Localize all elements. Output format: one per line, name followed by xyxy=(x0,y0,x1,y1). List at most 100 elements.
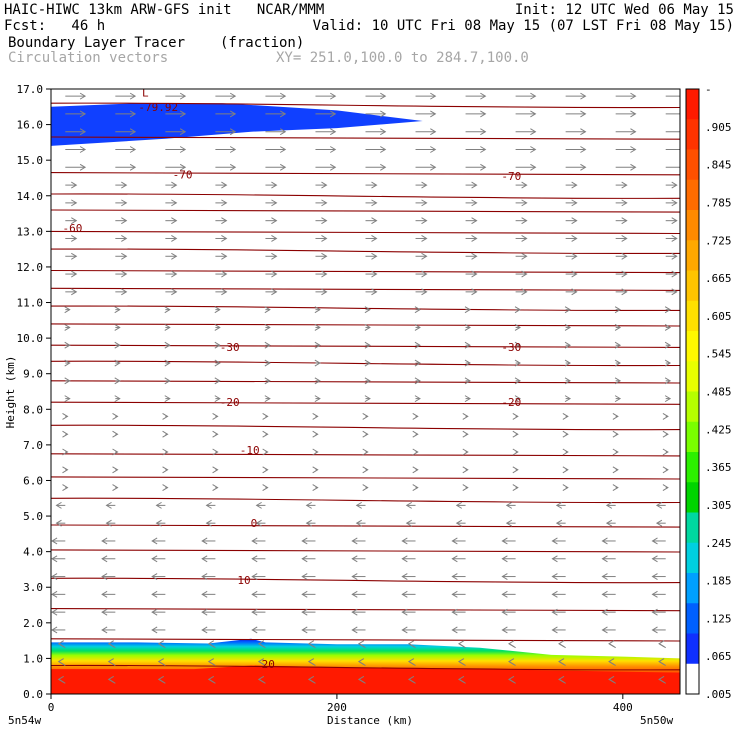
circulation-vector xyxy=(164,395,171,403)
circulation-vector xyxy=(615,181,628,189)
circulation-vector xyxy=(215,199,228,207)
circulation-vector xyxy=(64,324,71,331)
circulation-vector xyxy=(615,288,628,296)
circulation-vector xyxy=(562,466,569,474)
circulation-vector xyxy=(401,537,416,545)
circulation-vector xyxy=(555,519,566,527)
circulation-vector xyxy=(214,359,221,367)
colorbar-label: .005 xyxy=(705,688,732,701)
circulation-vector xyxy=(551,626,566,634)
circulation-vector xyxy=(508,675,516,684)
circulation-vector xyxy=(451,608,466,616)
circulation-vector xyxy=(315,110,337,118)
circulation-vector xyxy=(301,537,316,545)
circulation-vector xyxy=(212,466,219,474)
circulation-vector xyxy=(614,306,622,314)
circulation-vector xyxy=(165,92,187,100)
circulation-vector xyxy=(465,235,478,242)
circulation-vector xyxy=(157,675,166,684)
circulation-vector xyxy=(251,555,266,563)
circulation-vector xyxy=(301,608,316,616)
circulation-vector xyxy=(65,110,87,118)
circulation-vector xyxy=(364,324,371,331)
isotherm-contour xyxy=(51,638,680,642)
circulation-vector xyxy=(651,537,666,545)
circulation-vector xyxy=(114,359,121,367)
circulation-vector xyxy=(64,395,71,403)
circulation-vector xyxy=(62,430,69,438)
circulation-vector xyxy=(115,110,137,118)
circulation-vector xyxy=(307,658,316,666)
circulation-vector xyxy=(315,128,337,136)
circulation-vector xyxy=(612,466,619,474)
circulation-vector xyxy=(115,217,128,225)
circulation-vector xyxy=(115,146,137,153)
y-tick-label: 16.0 xyxy=(17,119,44,132)
circulation-vector xyxy=(64,341,71,349)
cross-section-xy-label: XY= 251.0,100.0 to 284.7,100.0 xyxy=(276,50,529,66)
circulation-vector xyxy=(165,288,178,296)
boundary-layer-core-region xyxy=(51,665,680,694)
circulation-vector xyxy=(215,110,237,118)
circulation-vector xyxy=(465,110,487,118)
circulation-vector xyxy=(62,412,69,420)
x-left-location-label: 5n54w xyxy=(8,714,41,727)
circulation-vector xyxy=(255,501,266,509)
circulation-vector xyxy=(55,519,66,527)
contour-label: -20 xyxy=(501,396,521,409)
circulation-vector xyxy=(201,590,216,598)
circulation-vector xyxy=(501,608,516,616)
colorbar-swatch xyxy=(686,89,699,120)
circulation-vector xyxy=(65,288,78,296)
circulation-vector xyxy=(451,626,466,634)
circulation-vector xyxy=(205,519,216,527)
circulation-vector xyxy=(601,555,616,563)
circulation-vector xyxy=(364,306,371,314)
circulation-vector xyxy=(165,163,187,171)
init-time-label: Init: 12 UTC Wed 06 May 15 xyxy=(514,2,734,18)
circulation-vector xyxy=(501,573,516,580)
circulation-vector xyxy=(514,324,521,331)
circulation-vector xyxy=(565,270,578,278)
colorbar-label: .305 xyxy=(705,499,732,512)
colorbar-label: .605 xyxy=(705,310,732,323)
isotherm-contour xyxy=(51,193,680,199)
circulation-vector xyxy=(214,377,221,385)
circulation-vector xyxy=(264,395,271,403)
isotherm-contour xyxy=(51,476,680,480)
circulation-vector xyxy=(365,199,378,207)
circulation-vector xyxy=(364,377,371,385)
circulation-vector xyxy=(315,217,328,225)
circulation-vector xyxy=(615,110,637,118)
circulation-vector xyxy=(501,555,516,563)
circulation-vector xyxy=(162,484,169,492)
circulation-vector xyxy=(114,324,121,331)
circulation-vector xyxy=(614,359,622,367)
isotherm-contour xyxy=(51,305,680,312)
colorbar-swatch xyxy=(686,391,699,423)
circulation-vector xyxy=(665,252,678,260)
isotherm-contour xyxy=(51,171,680,176)
circulation-vector xyxy=(265,181,278,189)
y-tick-label: 15.0 xyxy=(17,154,44,167)
circulation-vector xyxy=(307,675,316,684)
circulation-vector xyxy=(62,466,69,474)
circulation-vector xyxy=(314,341,321,349)
circulation-vector xyxy=(512,448,519,456)
isotherm-contour xyxy=(51,248,680,255)
x-tick-label: 0 xyxy=(48,701,55,714)
circulation-vector xyxy=(165,235,178,242)
circulation-vector xyxy=(164,341,171,349)
field-name-label: Boundary Layer Tracer xyxy=(8,35,186,51)
circulation-vector xyxy=(264,306,271,314)
circulation-vector xyxy=(664,377,672,385)
circulation-vector xyxy=(462,430,469,438)
contour-label: L xyxy=(142,87,149,100)
circulation-vector xyxy=(115,199,128,207)
y-tick-label: 13.0 xyxy=(17,225,44,238)
circulation-vector xyxy=(107,658,116,666)
circulation-vector xyxy=(114,377,121,385)
circulation-vector xyxy=(65,163,87,171)
circulation-vector xyxy=(312,466,319,474)
circulation-vector xyxy=(365,270,378,278)
